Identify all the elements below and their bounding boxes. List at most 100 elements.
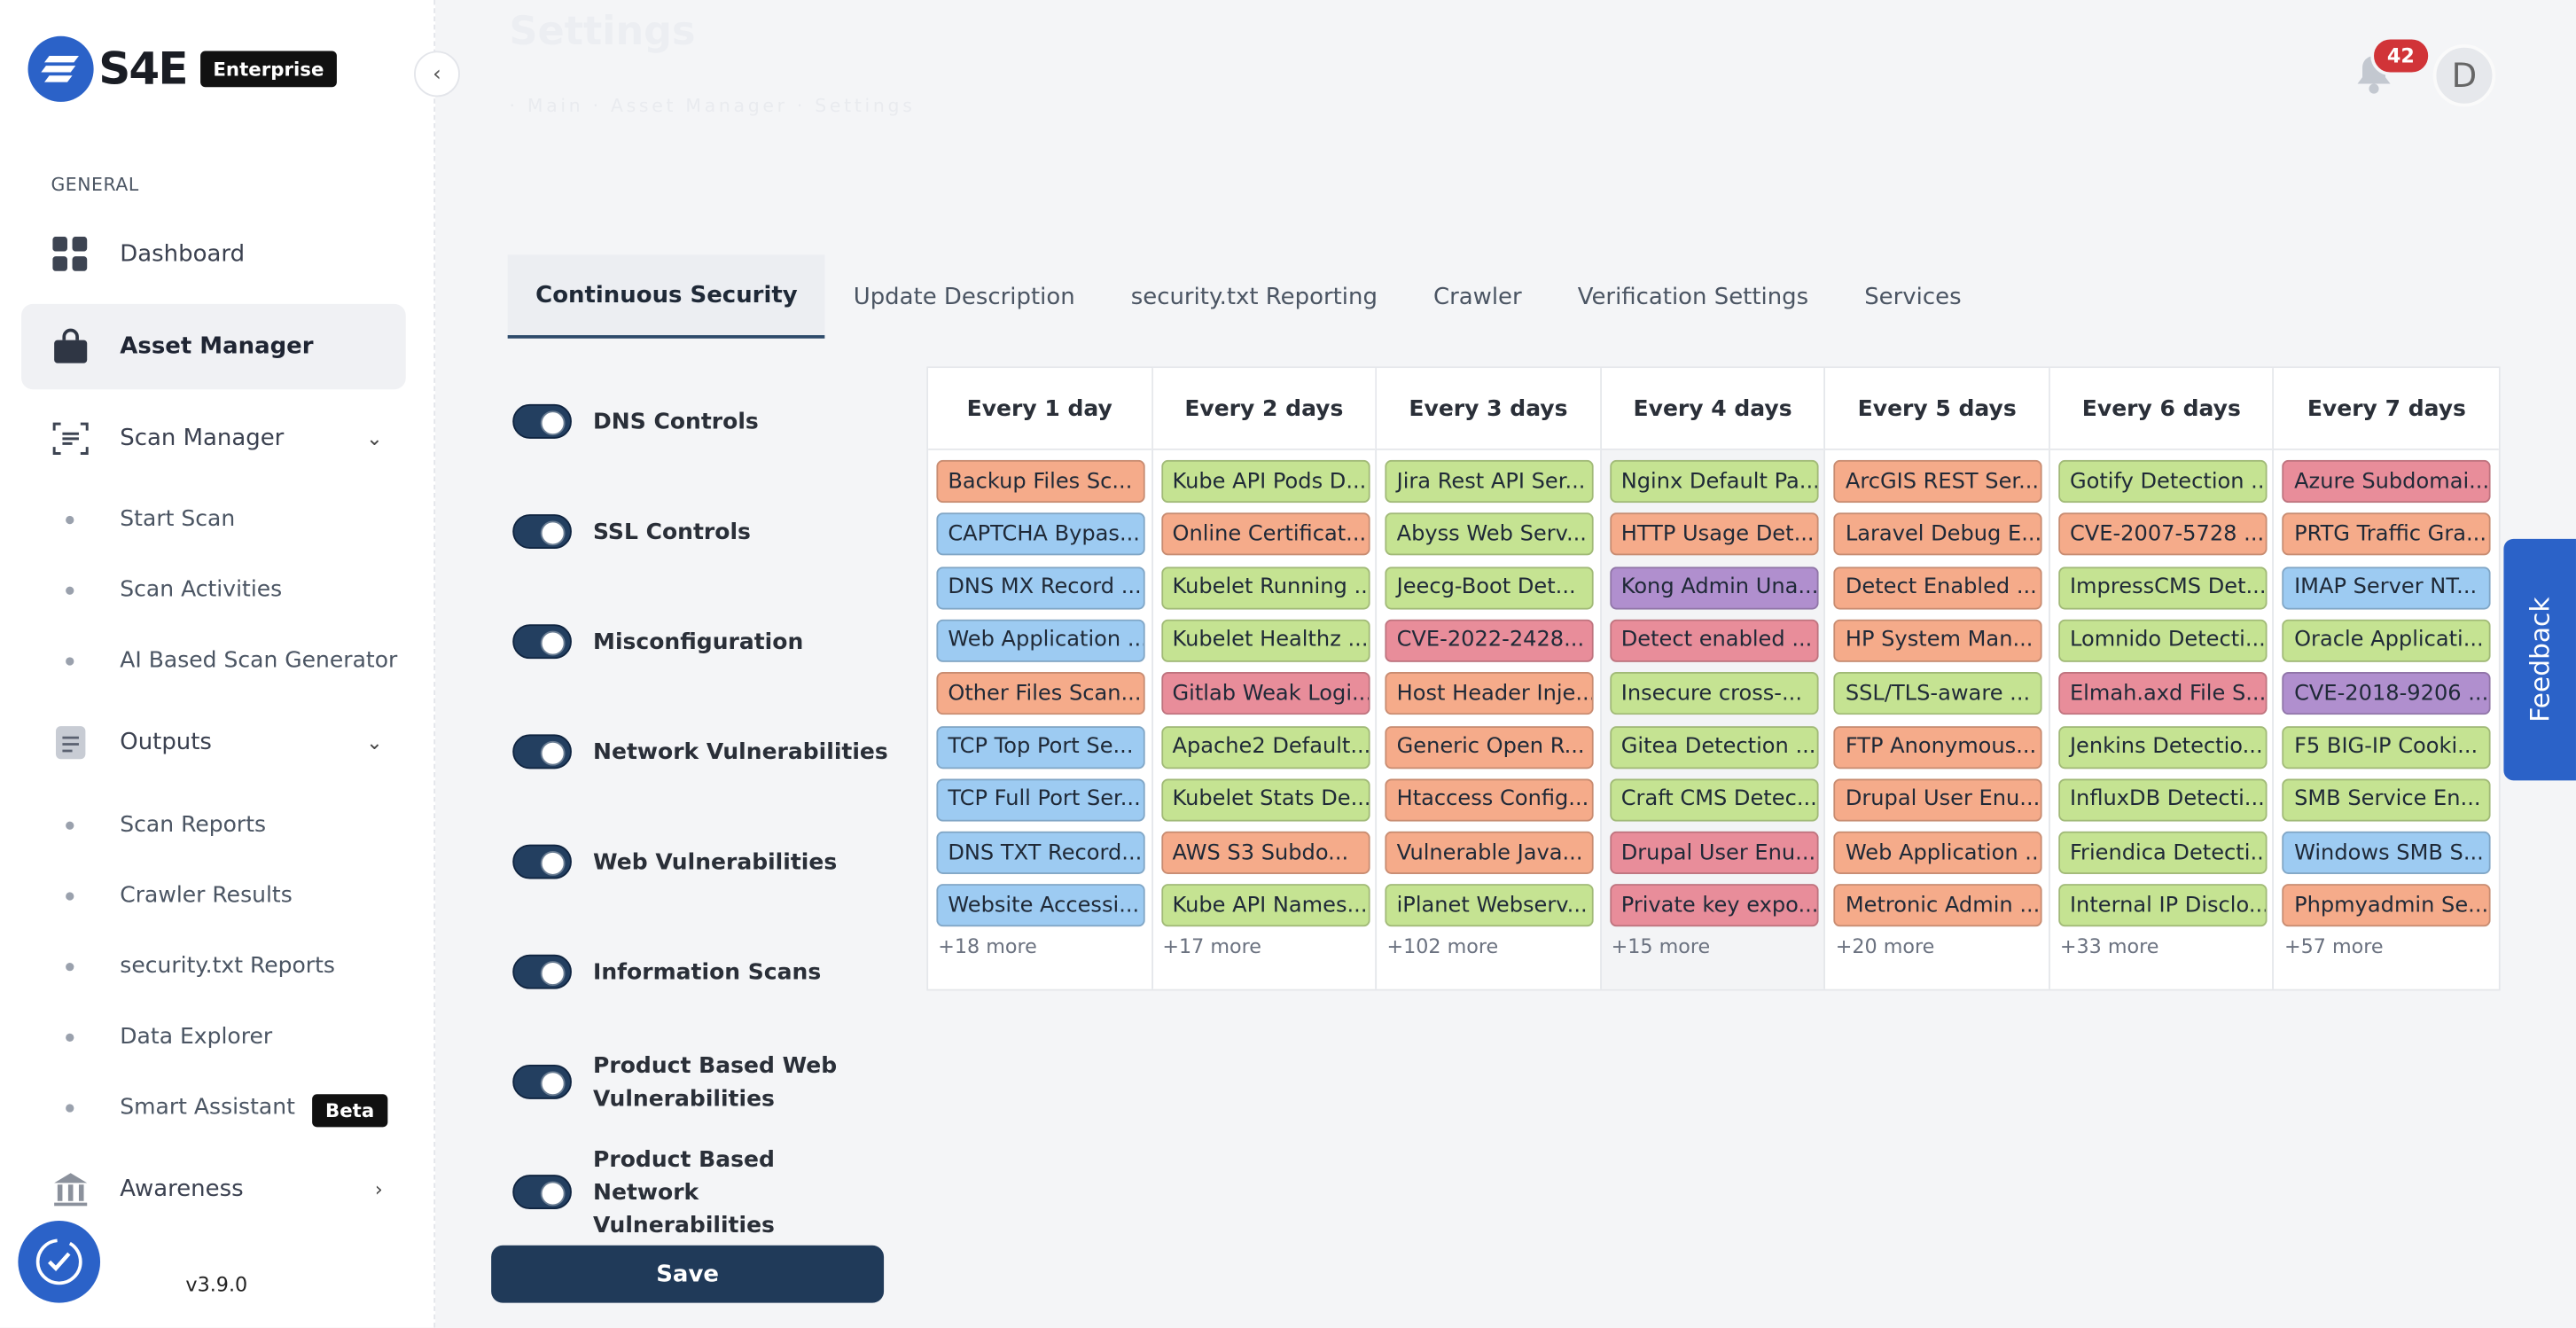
sidebar-subitem-ai-scan-generator[interactable]: AI Based Scan Generator [120,647,398,674]
sidebar-subitem-crawler-results[interactable]: Crawler Results [120,882,293,909]
misconfiguration-toggle[interactable] [512,624,572,660]
scan-chip[interactable]: Jenkins Detectio... [2057,725,2268,769]
scan-chip[interactable]: Metronic Admin ... [1833,884,2043,927]
scan-chip[interactable]: Online Certificat... [1160,512,1370,556]
scan-chip[interactable]: TCP Top Port Se... [936,725,1145,769]
feedback-tab[interactable]: Feedback [2503,538,2576,781]
scan-chip[interactable]: Gitea Detection ... [1609,725,1819,769]
scan-chip[interactable]: Drupal User Enu... [1609,831,1819,875]
scan-chip[interactable]: Backup Files Sc... [936,459,1145,504]
scan-chip[interactable]: Gitlab Weak Logi... [1160,672,1370,715]
sidebar-item-outputs[interactable]: Outputs ⌄ [21,700,406,785]
sidebar-subitem-scan-reports[interactable]: Scan Reports [120,811,267,839]
scan-chip[interactable]: Other Files Scan... [936,672,1145,715]
scan-chip[interactable]: DNS TXT Record... [936,831,1145,875]
tab-services[interactable]: Services [1864,283,1962,310]
tab-verification-settings[interactable]: Verification Settings [1577,283,1809,310]
scan-chip[interactable]: Private key expo... [1609,884,1819,927]
scan-chip[interactable]: Phpmyadmin Se... [2283,884,2492,927]
scan-chip[interactable]: Apache2 Default... [1160,725,1370,769]
sidebar-item-scan-manager[interactable]: Scan Manager ⌄ [21,396,406,481]
collapse-sidebar-button[interactable]: ‹ [414,51,460,98]
scan-chip[interactable]: Web Application ... [1833,831,2043,875]
more-link[interactable]: +18 more [938,934,1037,958]
more-link[interactable]: +57 more [2283,934,2384,958]
more-link[interactable]: +15 more [1611,934,1711,958]
scan-chip[interactable]: ImpressCMS Det... [2057,566,2268,609]
dns-controls-toggle[interactable] [512,403,572,439]
save-button[interactable]: Save [491,1245,885,1303]
scan-chip[interactable]: Detect Enabled ... [1833,566,2043,609]
scan-chip[interactable]: Kube API Names... [1160,884,1370,927]
scan-chip[interactable]: Htaccess Config... [1385,778,1594,822]
tab-update-description[interactable]: Update Description [853,283,1075,310]
sidebar-item-awareness[interactable]: Awareness › [21,1147,406,1232]
scan-chip[interactable]: Kube API Pods D... [1160,459,1370,504]
scan-chip[interactable]: Azure Subdomai... [2283,459,2492,504]
sidebar-item-asset-manager[interactable]: Asset Manager [21,303,406,390]
more-link[interactable]: +20 more [1835,934,1935,958]
sidebar-subitem-scan-activities[interactable]: Scan Activities [120,576,283,604]
product-network-vulnerabilities-toggle[interactable] [512,1175,572,1210]
sidebar-subitem-smart-assistant[interactable]: Smart Assistant [120,1094,295,1121]
ssl-controls-toggle[interactable] [512,514,572,550]
scan-chip[interactable]: Gotify Detection ... [2057,459,2268,504]
scan-chip[interactable]: Jira Rest API Ser... [1385,459,1594,504]
sidebar-subitem-data-explorer[interactable]: Data Explorer [120,1023,273,1051]
scan-chip[interactable]: AWS S3 Subdo... [1160,831,1370,875]
scan-chip[interactable]: ArcGIS REST Ser... [1833,459,2043,504]
scan-chip[interactable]: InfluxDB Detecti... [2057,778,2268,822]
scan-chip[interactable]: PRTG Traffic Gra... [2283,512,2492,556]
scan-chip[interactable]: iPlanet Webserv... [1385,884,1594,927]
tab-securitytxt-reporting[interactable]: security.txt Reporting [1130,283,1378,310]
tab-continuous-security[interactable]: Continuous Security [507,254,826,339]
scan-chip[interactable]: CVE-2022-2428... [1385,619,1594,662]
scan-chip[interactable]: Drupal User Enu... [1833,778,2043,822]
scan-chip[interactable]: Windows SMB S... [2283,831,2492,875]
scan-chip[interactable]: CVE-2007-5728 ... [2057,512,2268,556]
scan-chip[interactable]: Jeecg-Boot Det... [1385,566,1594,609]
scan-chip[interactable]: Oracle Applicati... [2283,619,2492,662]
scan-chip[interactable]: Insecure cross-... [1609,672,1819,715]
scan-chip[interactable]: Kubelet Stats De... [1160,778,1370,822]
scan-chip[interactable]: CAPTCHA Bypas... [936,512,1145,556]
scan-chip[interactable]: DNS MX Record ... [936,566,1145,609]
sidebar-item-dashboard[interactable]: Dashboard [21,212,406,297]
scan-chip[interactable]: Web Application ... [936,619,1145,662]
scan-chip[interactable]: HP System Man... [1833,619,2043,662]
scan-chip[interactable]: Laravel Debug E... [1833,512,2043,556]
tab-crawler[interactable]: Crawler [1432,283,1522,310]
more-link[interactable]: +17 more [1162,934,1261,958]
scan-chip[interactable]: Lomnido Detecti... [2057,619,2268,662]
scan-chip[interactable]: CVE-2018-9206 ... [2283,672,2492,715]
scan-chip[interactable]: Vulnerable Java... [1385,831,1594,875]
scan-chip[interactable]: Kong Admin Una... [1609,566,1819,609]
network-vulnerabilities-toggle[interactable] [512,734,572,769]
information-scans-toggle[interactable] [512,954,572,989]
web-vulnerabilities-toggle[interactable] [512,844,572,879]
scan-chip[interactable]: Nginx Default Pa... [1609,459,1819,504]
scan-chip[interactable]: SSL/TLS-aware ... [1833,672,2043,715]
scan-chip[interactable]: Internal IP Disclo... [2057,884,2268,927]
scan-chip[interactable]: Kubelet Healthz ... [1160,619,1370,662]
scan-chip[interactable]: Detect enabled ... [1609,619,1819,662]
product-web-vulnerabilities-toggle[interactable] [512,1064,572,1099]
scan-chip[interactable]: Elmah.axd File S... [2057,672,2268,715]
scan-chip[interactable]: Friendica Detecti... [2057,831,2268,875]
help-assistant-button[interactable] [18,1221,101,1303]
scan-chip[interactable]: Website Accessi... [936,884,1145,927]
scan-chip[interactable]: Host Header Inje... [1385,672,1594,715]
scan-chip[interactable]: Kubelet Running ... [1160,566,1370,609]
scan-chip[interactable]: Generic Open R... [1385,725,1594,769]
more-link[interactable]: +102 more [1386,934,1499,958]
scan-chip[interactable]: SMB Service En... [2283,778,2492,822]
sidebar-subitem-start-scan[interactable]: Start Scan [120,505,236,533]
scan-chip[interactable]: F5 BIG-IP Cooki... [2283,725,2492,769]
scan-chip[interactable]: Abyss Web Serv... [1385,512,1594,556]
scan-chip[interactable]: FTP Anonymous... [1833,725,2043,769]
scan-chip[interactable]: Craft CMS Detec... [1609,778,1819,822]
more-link[interactable]: +33 more [2059,934,2159,958]
scan-chip[interactable]: HTTP Usage Det... [1609,512,1819,556]
user-avatar[interactable]: D [2432,44,2496,107]
scan-chip[interactable]: TCP Full Port Ser... [936,778,1145,822]
